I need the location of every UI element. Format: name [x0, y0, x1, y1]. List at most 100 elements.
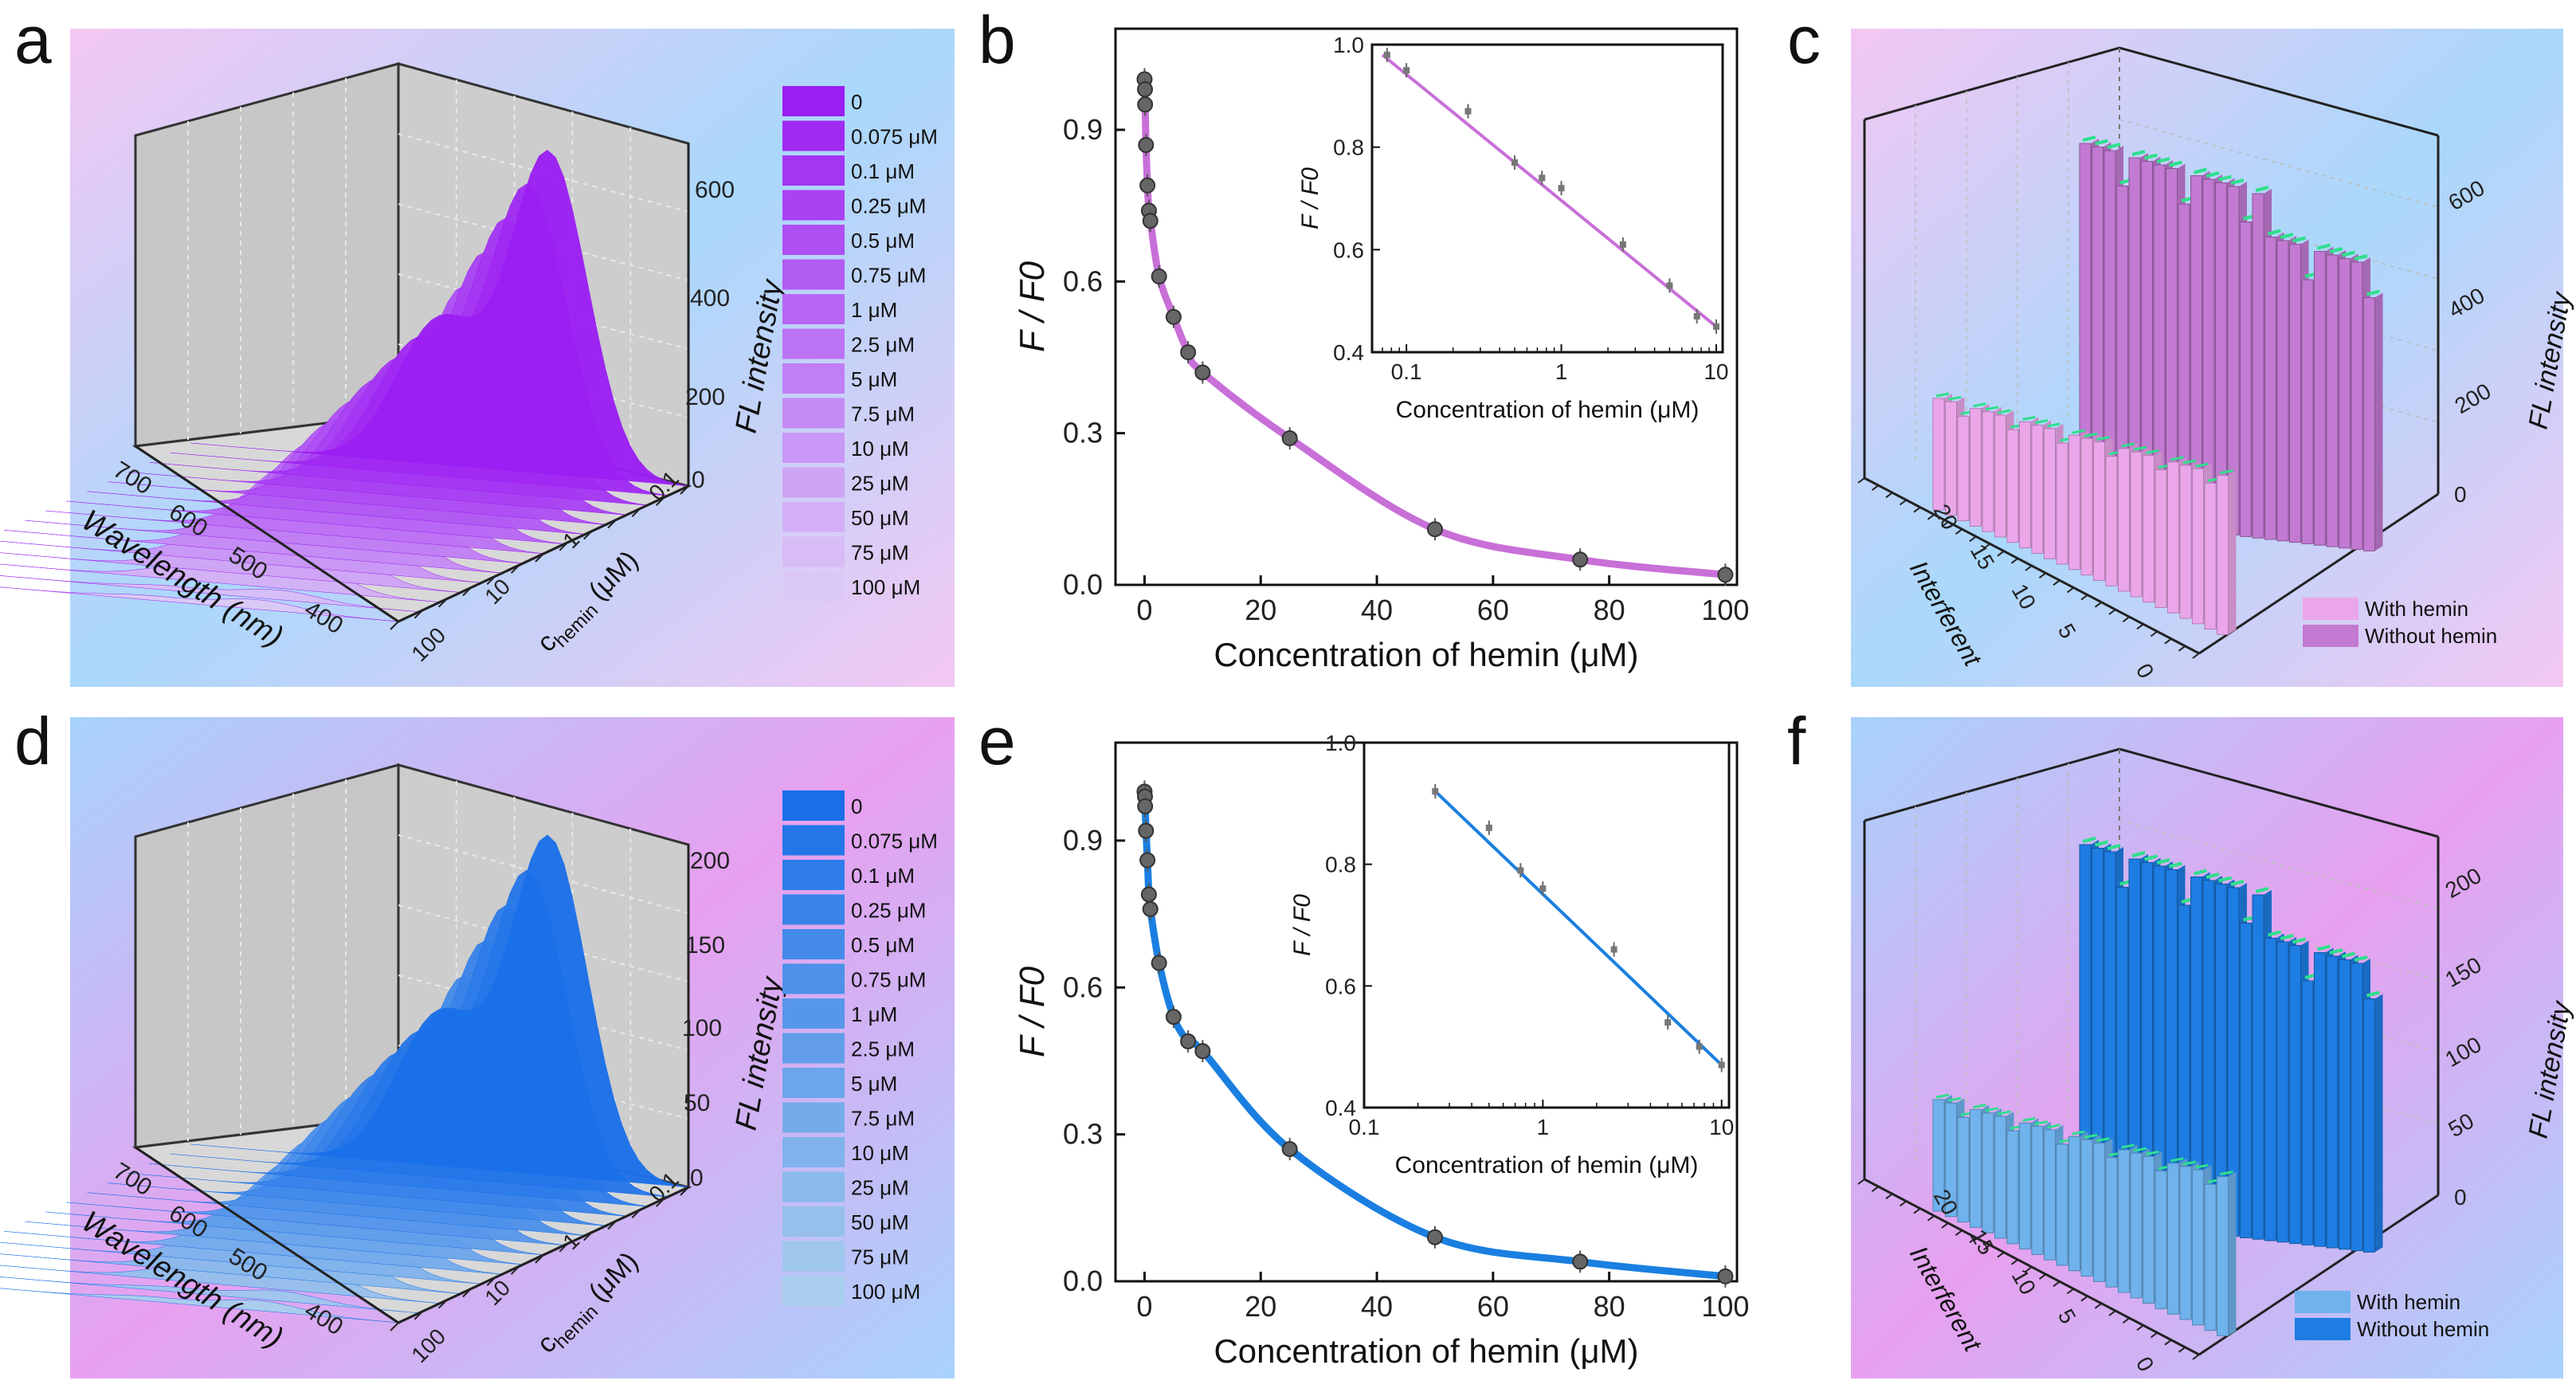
panel-c-errorbar	[2220, 469, 2233, 475]
panel-f-errorbar	[2317, 944, 2331, 951]
panel-d-c-tick	[414, 1311, 424, 1320]
panel-c-bar-without	[2374, 292, 2383, 551]
panel-c-errorbar	[2280, 233, 2294, 239]
panel-d-legend-swatch	[782, 1033, 845, 1064]
panel-a-z-tick-3: 600	[695, 177, 735, 203]
panel-c-errorbar	[2194, 167, 2207, 175]
chart-e-inset-point	[1664, 1019, 1672, 1026]
panel-f-x-tick	[2094, 1303, 2103, 1309]
panel-a-legend-label: 10 μM	[851, 437, 909, 461]
panel-c-errorbar	[2022, 415, 2036, 421]
panel-f-bar-without	[2363, 998, 2375, 1253]
panel-c-errorbar	[2169, 160, 2182, 167]
chart-b-inset-y-tick-label: 0.6	[1333, 237, 1364, 262]
panel-c-x-tick	[1913, 506, 1921, 513]
panel-a-legend-swatch	[782, 225, 845, 255]
panel-c-bar-with	[2143, 454, 2155, 603]
panel-f-bar-with	[2068, 1135, 2080, 1272]
panel-c-legend-with-label: With hemin	[2365, 597, 2468, 621]
panel-c-x-tick	[1941, 521, 1949, 527]
panel-f-bar-with	[2167, 1163, 2179, 1315]
panel-f-errorbar	[2354, 955, 2368, 962]
panel-a-legend-swatch	[782, 155, 845, 186]
panel-f-bar-with	[1932, 1099, 1945, 1212]
panel-a-legend-swatch	[782, 571, 845, 602]
panel-a-legend-swatch	[782, 536, 845, 567]
chart-b-inset-x-tick-label: 10	[1704, 359, 1728, 384]
panel-a-legend-swatch	[782, 120, 845, 151]
panel-f-bar-without	[2276, 941, 2289, 1243]
panel-f-errorbar	[2280, 934, 2294, 940]
panel-c-bar-with	[2217, 475, 2229, 635]
panel-c-errorbar	[2082, 135, 2096, 142]
panel-a-grid	[398, 203, 689, 281]
panel-f-bar-with	[2155, 1171, 2167, 1309]
panel-f-bar-with	[2044, 1129, 2056, 1261]
panel-c-bar-with	[2068, 434, 2080, 571]
panel-c-errorbar	[2317, 243, 2331, 250]
panel-c-3d-bars	[1857, 46, 2440, 659]
panel-f-errorbar	[2329, 948, 2343, 955]
panel-d-legend-swatch	[782, 1206, 845, 1237]
chart-b-point	[1151, 268, 1167, 284]
panel-f-bar-without	[2264, 938, 2276, 1241]
panel-a-legend-label: 0.5 μM	[851, 229, 915, 253]
panel-f-bar-with	[2192, 1169, 2204, 1326]
chart-e-inset-xlabel: Concentration of hemin (μM)	[1395, 1152, 1699, 1178]
panel-d-legend-swatch	[782, 998, 845, 1029]
panel-c-errorbar	[2072, 429, 2085, 434]
panel-d-legend-label: 5 μM	[851, 1072, 897, 1096]
chart-b-point	[1165, 308, 1182, 325]
panel-a-legend-label: 5 μM	[851, 367, 897, 391]
chart-b-x-tick-label: 60	[1477, 594, 1509, 626]
panel-c-errorbar	[2354, 254, 2368, 261]
panel-a-y-axis-line	[135, 445, 399, 623]
panel-a-spectrum-slice	[0, 586, 399, 622]
panel-c-errorbar	[2255, 186, 2269, 192]
chart-b-point	[1426, 521, 1443, 538]
panel-c-x-tick	[1899, 499, 1907, 506]
panel-c-errorbar	[2342, 250, 2355, 257]
chart-b-inset-fit-line	[1381, 53, 1718, 328]
panel-f-errorbar	[2170, 1157, 2184, 1163]
panel-f-z-tick-0: 0	[2454, 1185, 2467, 1210]
panel-c-errorbar	[2329, 247, 2343, 253]
panel-d-spectrum-slice	[190, 834, 689, 1188]
panel-c-errorbar	[2292, 236, 2306, 243]
chart-b-point	[1142, 213, 1159, 229]
panel-a-legend-label: 25 μM	[851, 472, 909, 496]
panel-f-errorbar	[2107, 844, 2121, 850]
chart-b-inset-x-tick-label: 0.1	[1391, 359, 1422, 384]
panel-f-bar-without	[2240, 923, 2252, 1238]
panel-d-legend-swatch	[782, 1171, 845, 1202]
panel-c-bar-without	[2301, 279, 2314, 544]
chart-b-inset-point	[1712, 323, 1719, 330]
panel-f-bar-with	[2093, 1143, 2105, 1282]
panel-d-c-tick	[680, 1186, 689, 1196]
panel-f-x-tick	[2150, 1331, 2158, 1339]
panel-f-x-tick	[1871, 1186, 1880, 1192]
panel-f-x-tick	[2010, 1259, 2019, 1265]
chart-b-inset-point	[1511, 159, 1519, 166]
panel-c-bar-without	[2289, 244, 2301, 543]
panel-f-bar-with	[2204, 1183, 2217, 1331]
panel-f-bar-with	[2006, 1130, 2019, 1245]
chart-b-inset-y-tick-label: 0.4	[1333, 340, 1364, 365]
panel-d-legend-swatch	[782, 963, 845, 994]
panel-f-errorbar	[2096, 1137, 2110, 1143]
panel-a-grid	[398, 133, 689, 213]
panel-d-legend-label: 0.75 μM	[851, 968, 926, 992]
panel-a-legend-label: 75 μM	[851, 541, 909, 565]
panel-c-bar-with	[2118, 448, 2130, 592]
panel-f-legend-with-swatch	[2295, 1291, 2351, 1313]
panel-f-x-tick	[2108, 1310, 2116, 1316]
chart-e-inset-y-tick-label: 0.8	[1325, 853, 1356, 877]
panel-d-legend-swatch	[782, 860, 845, 890]
panel-c-bar-without	[2314, 251, 2326, 546]
panel-f-errorbar	[2133, 1147, 2147, 1152]
panel-f-errorbar	[2182, 1160, 2197, 1166]
panel-f-errorbar	[2095, 840, 2108, 847]
panel-d-legend-swatch	[782, 929, 845, 959]
panel-c-legend-without-swatch	[2303, 625, 2358, 647]
chart-e-inset-point	[1610, 946, 1617, 953]
